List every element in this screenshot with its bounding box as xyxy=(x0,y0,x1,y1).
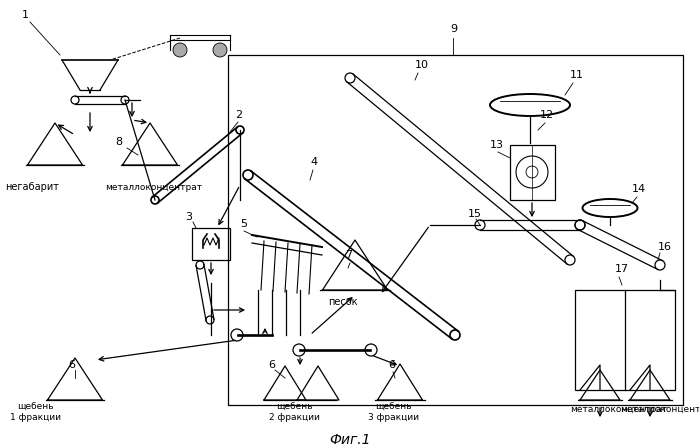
Circle shape xyxy=(213,43,227,57)
Text: Фиг.1: Фиг.1 xyxy=(329,433,370,447)
Text: 9: 9 xyxy=(450,24,457,34)
Bar xyxy=(228,55,683,405)
Text: 6: 6 xyxy=(68,360,75,370)
Text: щебень
2 фракции: щебень 2 фракции xyxy=(268,403,319,422)
Text: 3: 3 xyxy=(185,212,192,222)
Text: 13: 13 xyxy=(490,140,504,150)
Text: щебень
1 фракции: щебень 1 фракции xyxy=(10,403,61,422)
Bar xyxy=(575,290,675,390)
Text: 4: 4 xyxy=(310,157,317,167)
Text: песок: песок xyxy=(328,297,357,307)
Text: 6: 6 xyxy=(388,360,395,370)
Text: 2: 2 xyxy=(235,110,242,120)
Text: 11: 11 xyxy=(570,70,584,80)
Text: 15: 15 xyxy=(468,209,482,219)
Text: негабарит: негабарит xyxy=(5,182,59,192)
Text: металлоконцентрат: металлоконцентрат xyxy=(105,183,202,192)
Text: 16: 16 xyxy=(658,242,672,252)
Text: 8: 8 xyxy=(115,137,122,147)
Text: металлоконцентрат: металлоконцентрат xyxy=(620,405,699,414)
Text: щебень
3 фракции: щебень 3 фракции xyxy=(368,403,419,422)
Text: металлоконцентрат: металлоконцентрат xyxy=(570,405,667,414)
Text: 5: 5 xyxy=(240,219,247,229)
Text: 14: 14 xyxy=(632,184,646,194)
Text: 6: 6 xyxy=(268,360,275,370)
Bar xyxy=(192,228,230,260)
Text: 12: 12 xyxy=(540,110,554,120)
Circle shape xyxy=(173,43,187,57)
Text: 17: 17 xyxy=(615,264,629,274)
Bar xyxy=(510,145,555,200)
Text: 10: 10 xyxy=(415,60,429,70)
Text: 1: 1 xyxy=(22,10,29,20)
Text: 7: 7 xyxy=(345,250,352,260)
